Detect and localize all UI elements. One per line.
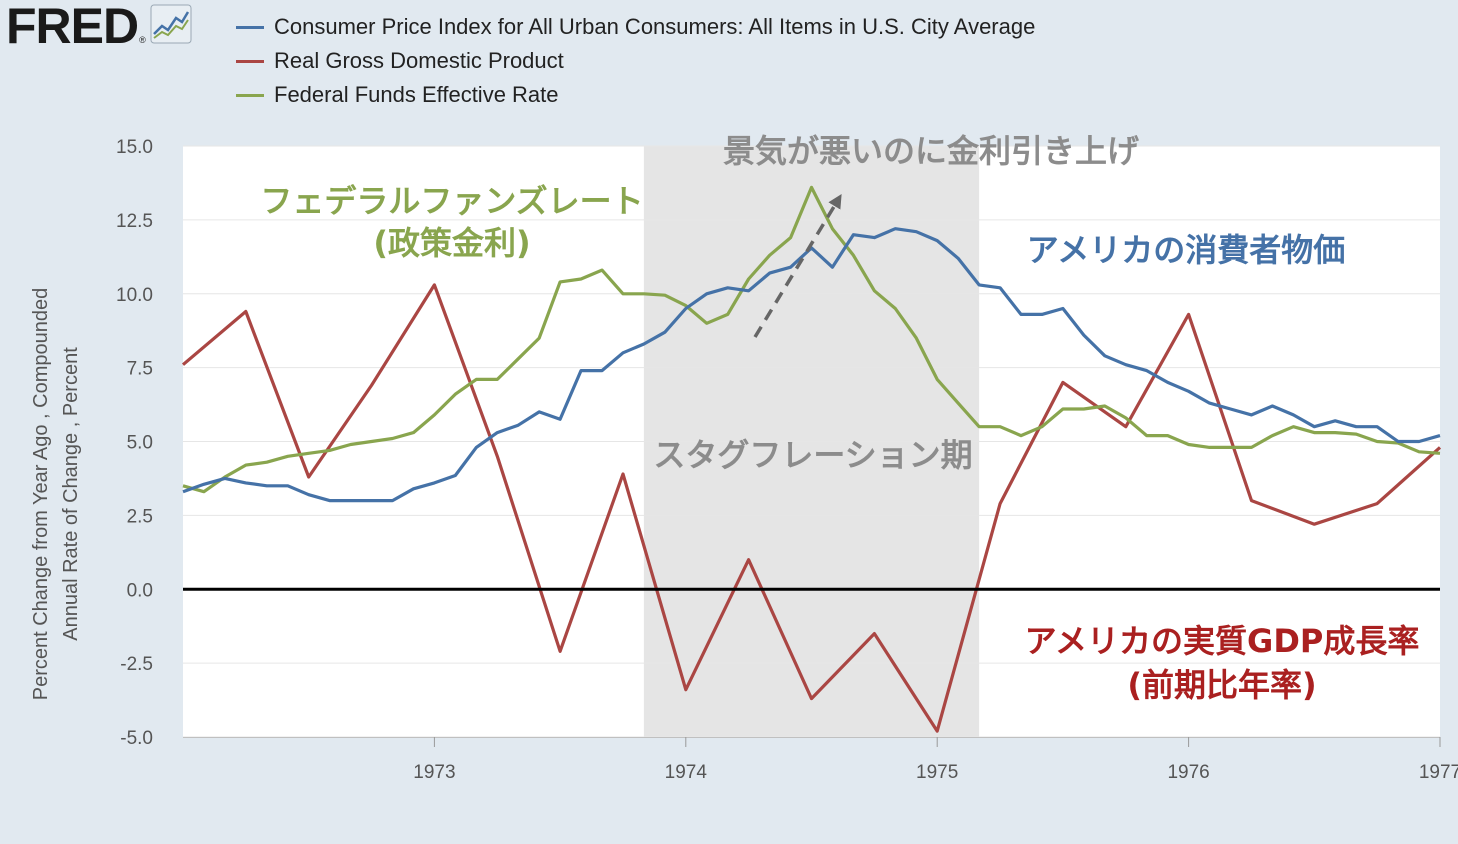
fedfunds-line [182,185,1441,494]
y-tick-label: 15.0 [116,137,153,158]
y-tick-label: -2.5 [120,654,153,675]
x-tick-label: 1973 [413,762,455,783]
cpi-annotation: アメリカの消費者物価 [1027,231,1345,269]
stagflation-annotation: スタグフレーション期 [653,436,972,474]
y-tick-label: 10.0 [116,285,153,306]
y-tick-label: 12.5 [116,211,153,232]
y-tick-label: 5.0 [127,433,153,454]
x-tick-label: 1975 [916,762,958,783]
legend-item-gdp[interactable]: Real Gross Domestic Product [236,44,1035,78]
fedfunds-annotation-title: フェデラルファンズレート [260,182,643,220]
chart-icon [150,4,192,49]
gdp-annotation-title: アメリカの実質GDP成長率 [1025,622,1420,660]
legend-label-fedfunds: Federal Funds Effective Rate [274,82,559,107]
fred-logo[interactable]: FRED ® [6,0,192,54]
legend-swatch-cpi [236,25,264,29]
x-tick-label: 1974 [665,762,708,783]
rate-hike-annotation: 景気が悪いのに金利引き上げ [723,132,1139,170]
y-tick-label: -5.0 [120,728,153,749]
gdp-line [181,283,1442,733]
legend-swatch-gdp [236,59,264,63]
legend-item-cpi[interactable]: Consumer Price Index for All Urban Consu… [236,10,1035,44]
x-tick-label: 1977 [1419,762,1458,783]
logo-registered-mark: ® [139,35,146,45]
gdp-annotation-sub: (前期比年率) [1127,666,1316,704]
y-tick-label: 0.0 [127,580,153,601]
logo-text: FRED [6,0,139,54]
legend-item-fedfunds[interactable]: Federal Funds Effective Rate [236,78,1035,112]
legend-swatch-fedfunds [236,93,264,97]
legend-label-cpi: Consumer Price Index for All Urban Consu… [274,14,1036,39]
rate-hike-arrow [753,194,842,338]
fedfunds-annotation-sub: (政策金利) [373,224,530,262]
y-tick-label: 2.5 [127,506,153,527]
chart-legend: Consumer Price Index for All Urban Consu… [236,10,1035,112]
line-chart: 15.0 12.5 10.0 7.5 5.0 2.5 0.0 -2.5 -5.0 1973 1974… [116,132,1458,783]
legend-label-gdp: Real Gross Domestic Product [274,48,564,73]
cpi-line [182,227,1441,503]
x-tick-label: 1976 [1167,762,1209,783]
y-tick-label: 7.5 [127,359,153,380]
